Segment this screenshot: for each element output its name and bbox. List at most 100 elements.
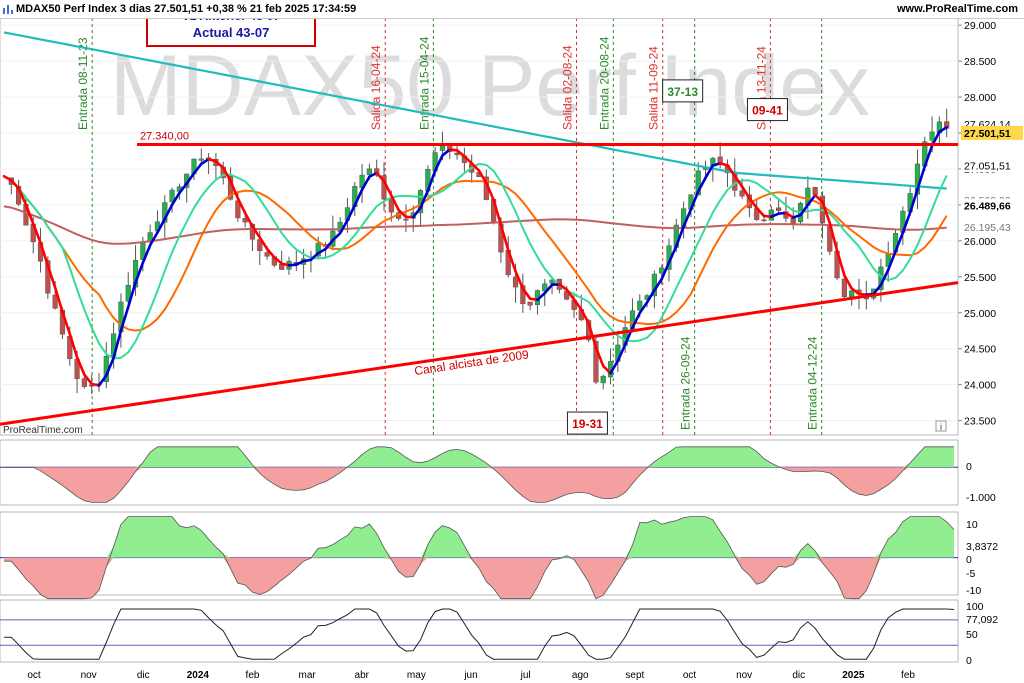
- ma-fast-segment: [185, 171, 196, 185]
- ma-fast-segment: [214, 160, 225, 170]
- ma-fast-segment: [229, 179, 240, 200]
- oscillator-axis-label: 50: [966, 629, 978, 641]
- price-label-bg: [961, 125, 1023, 140]
- ma-fast-segment: [828, 221, 839, 253]
- time-axis-label: 2024: [187, 670, 210, 681]
- ma-fast-segment: [543, 283, 554, 295]
- candle-up: [600, 375, 606, 384]
- ma-long-brown: [3, 205, 947, 245]
- osc1-line: [4, 446, 954, 503]
- ma-fast-segment: [265, 247, 276, 259]
- osc1-negative-area: [4, 467, 954, 503]
- ma-fast-segment: [799, 203, 810, 217]
- price-label: 27.501,51: [964, 128, 1011, 140]
- chart-title: MDAX50 Perf Index 3 dias 27.501,51 +0,38…: [16, 3, 357, 15]
- ma-fast-segment: [616, 343, 627, 363]
- time-axis-label: feb: [246, 670, 260, 681]
- time-axis-label: mar: [299, 670, 317, 681]
- candle-up: [366, 168, 372, 175]
- candle-down: [52, 294, 58, 309]
- price-label: 27.051,51: [964, 160, 1011, 172]
- oscillator-axis-label: -1.000: [966, 492, 996, 504]
- signal-label: Salida 11-09-24: [647, 46, 661, 130]
- ma-fast-segment: [295, 259, 305, 266]
- ma-fast-segment: [908, 188, 919, 214]
- annotation-box: [746, 98, 788, 122]
- time-axis-label: dic: [137, 670, 150, 681]
- signal-label: Salida 02-08-24: [561, 45, 575, 130]
- ma-fast-segment: [411, 206, 422, 219]
- site-url[interactable]: www.ProRealTime.com: [896, 3, 1018, 15]
- price-axis-label: 24.000: [964, 380, 996, 392]
- ma-fast-segment: [675, 225, 685, 248]
- chart-watermark: MDAX50 Perf Index: [110, 38, 870, 134]
- annotation-box: [662, 79, 704, 103]
- osc1-positive-area: [4, 446, 954, 468]
- ma-fast-segment: [755, 206, 766, 218]
- candle-down: [739, 190, 745, 197]
- ma-fast-segment: [433, 154, 444, 173]
- candle-down: [776, 207, 782, 211]
- oscillator-axis-label: 0: [966, 554, 972, 566]
- ma-fast-segment: [97, 374, 108, 387]
- ma-fast-segment: [923, 144, 934, 168]
- ma-fast-segment: [170, 191, 181, 207]
- ma-fast-segment: [748, 196, 758, 210]
- annotation-label: 37-13: [667, 85, 698, 99]
- time-axis-label: feb: [901, 670, 915, 681]
- ma-fast-segment: [2, 174, 13, 182]
- time-axis-label: may: [407, 670, 426, 681]
- ma-fast-segment: [331, 231, 342, 242]
- price-axis-label: 28.000: [964, 92, 996, 104]
- candle-up: [315, 242, 321, 257]
- ma-fast-segment: [258, 236, 269, 251]
- ma-fast-segment: [31, 222, 42, 245]
- ma-fast-segment: [499, 223, 510, 252]
- ma-fast-segment: [200, 157, 210, 166]
- ma-fast-segment: [594, 345, 605, 368]
- oscillator-axis-label: 0: [966, 655, 972, 667]
- candle-up: [929, 131, 935, 141]
- ma-fast-segment: [536, 291, 547, 302]
- candle-down: [454, 152, 460, 156]
- ma-fast-segment: [324, 238, 335, 251]
- ma-fast-segment: [126, 281, 137, 309]
- ma-fast-segment: [141, 243, 152, 265]
- chart-logo-icon: [3, 5, 13, 14]
- time-axis-label: oct: [683, 670, 697, 681]
- ma-fast-segment: [119, 305, 130, 332]
- candle-down: [403, 218, 409, 221]
- candle-down: [388, 198, 394, 213]
- osc2-negative-area: [4, 557, 954, 599]
- ma-fast-segment: [689, 190, 700, 211]
- ma-fast-segment: [243, 211, 254, 228]
- legend-line-2: Actual 43-07: [193, 25, 270, 40]
- price-axis-label: 25.500: [964, 272, 996, 284]
- candle-down: [761, 219, 767, 222]
- signal-label: Salida 16-04-24: [369, 45, 383, 130]
- candle-down: [812, 187, 818, 195]
- price-axis-label: 25.000: [964, 308, 996, 320]
- ma-fast-segment: [236, 197, 247, 215]
- candle-up: [849, 290, 855, 297]
- candle-down: [242, 218, 248, 223]
- time-axis-label: sept: [625, 670, 644, 681]
- ma-fast-segment: [397, 208, 408, 219]
- price-label: 26.489,66: [964, 201, 1011, 213]
- time-axis-label: jun: [463, 670, 477, 681]
- ma-fast-segment: [346, 204, 357, 222]
- ma-fast-segment: [514, 270, 525, 290]
- ma-fast-segment: [492, 198, 503, 227]
- ma-fast-segment: [938, 126, 948, 134]
- time-axis-label: dic: [792, 670, 805, 681]
- ma-fast-segment: [506, 248, 517, 273]
- ma-fast-segment: [419, 189, 430, 210]
- ma-fast-segment: [580, 308, 590, 325]
- ma-fast-segment: [316, 247, 327, 255]
- time-axis-label: nov: [736, 670, 752, 681]
- ma-fast-segment: [390, 194, 400, 212]
- oscillator-axis-label: 0: [966, 461, 972, 473]
- ma-fast-segment: [572, 298, 583, 311]
- ma-fast-segment: [667, 244, 678, 264]
- ma-fast-segment: [740, 185, 751, 200]
